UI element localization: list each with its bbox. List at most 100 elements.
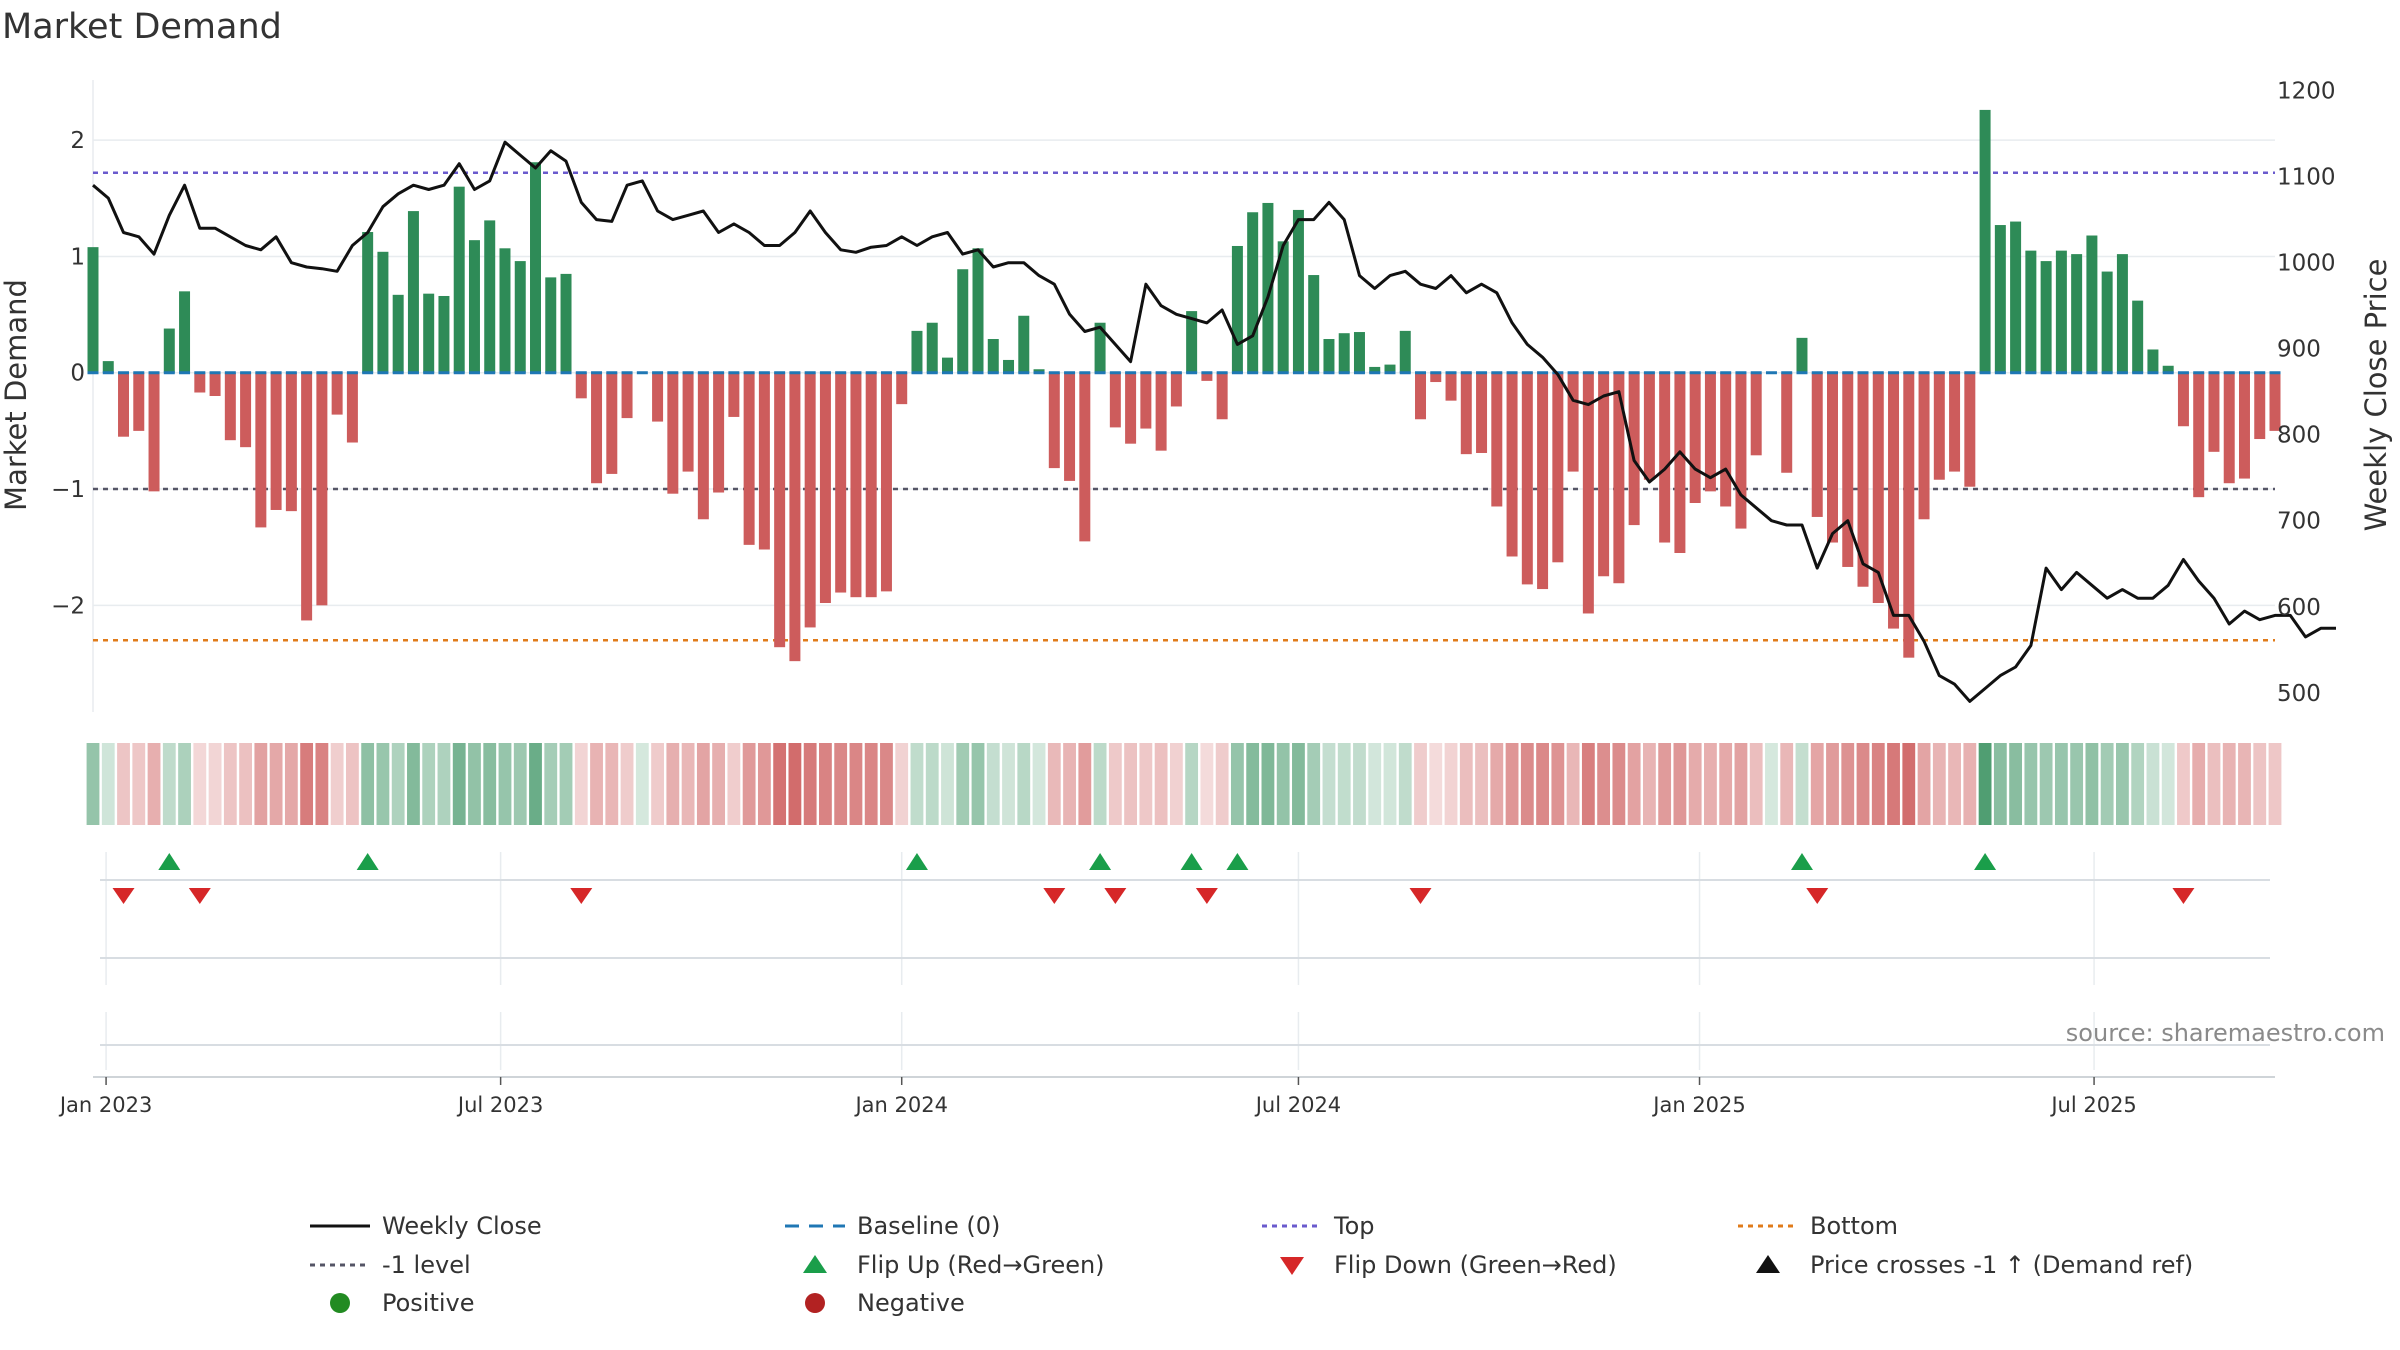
heat-strip-cell bbox=[925, 743, 939, 825]
x-tick-label: Jul 2025 bbox=[2049, 1093, 2136, 1117]
y2-tick-label: 1100 bbox=[2277, 165, 2336, 191]
demand-bar-negative bbox=[1109, 372, 1121, 428]
demand-bar-positive bbox=[2147, 349, 2159, 373]
demand-bar-negative bbox=[682, 372, 694, 472]
demand-bar-negative bbox=[1720, 372, 1732, 507]
demand-bar-negative bbox=[1521, 372, 1533, 585]
heat-strip-cell bbox=[1200, 743, 1214, 825]
demand-bar-negative bbox=[575, 372, 587, 399]
demand-bar-negative bbox=[1811, 372, 1823, 517]
heat-strip-cell bbox=[819, 743, 832, 825]
demand-bar-negative bbox=[591, 372, 603, 484]
demand-bar-positive bbox=[514, 261, 526, 373]
legend-label: Price crosses -1 ↑ (Demand ref) bbox=[1810, 1251, 2193, 1279]
heat-strip-cell bbox=[864, 743, 878, 825]
heat-strip-cell bbox=[1704, 743, 1717, 825]
demand-bar-positive bbox=[2040, 261, 2052, 373]
y-tick-label: 1 bbox=[70, 244, 85, 270]
demand-bar-negative bbox=[1903, 372, 1915, 658]
flip-up-marker bbox=[1974, 853, 1997, 870]
heat-strip-cell bbox=[1642, 743, 1656, 825]
demand-bar-positive bbox=[179, 291, 191, 373]
heat-strip-cell bbox=[2146, 743, 2160, 825]
demand-bar-positive bbox=[1994, 225, 2006, 373]
heat-strip-cell bbox=[269, 743, 283, 825]
legend-swatch bbox=[803, 1255, 827, 1273]
flip-down-marker bbox=[188, 888, 211, 904]
demand-bar-negative bbox=[1643, 372, 1655, 480]
heat-strip-cell bbox=[330, 743, 344, 825]
x-tick-label: Jan 2025 bbox=[1651, 1093, 1746, 1117]
heat-strip-cell bbox=[1261, 743, 1275, 825]
legend-swatch bbox=[1756, 1255, 1780, 1273]
heat-strip-cell bbox=[1627, 743, 1641, 825]
flip-down-marker bbox=[1806, 888, 1829, 904]
flip-up-marker bbox=[1790, 853, 1813, 870]
legend: Weekly Close Baseline (0) Top Bottom -1 leve… bbox=[310, 1212, 2193, 1317]
heat-strip-cell bbox=[651, 743, 664, 825]
demand-bar-negative bbox=[774, 372, 786, 648]
y-tick-label: −2 bbox=[51, 593, 85, 619]
heat-strip-cell bbox=[422, 743, 436, 825]
demand-bar-negative bbox=[1201, 372, 1213, 381]
demand-bar-negative bbox=[804, 372, 816, 628]
demand-bar-negative bbox=[1064, 372, 1076, 481]
demand-bar-negative bbox=[1827, 372, 1838, 543]
flip-down-marker bbox=[1195, 888, 1218, 904]
demand-bar-negative bbox=[1582, 372, 1594, 614]
demand-bar-positive bbox=[987, 339, 999, 373]
demand-bar-negative bbox=[2238, 372, 2250, 479]
demand-bar-negative bbox=[118, 372, 130, 437]
demand-bar-positive bbox=[941, 357, 953, 373]
heat-strip-cell bbox=[254, 743, 268, 825]
demand-bar-negative bbox=[1674, 372, 1686, 553]
heat-strip-cell bbox=[391, 743, 405, 825]
heat-strip-cell bbox=[2177, 743, 2190, 825]
demand-bar-positive bbox=[87, 247, 99, 373]
demand-bar-positive bbox=[1399, 330, 1411, 373]
heat-strip-cell bbox=[2039, 743, 2053, 825]
demand-bar-negative bbox=[1491, 372, 1503, 507]
heat-strip-cell bbox=[880, 743, 893, 825]
heat-strip-cell bbox=[437, 743, 451, 825]
demand-bar-negative bbox=[1857, 372, 1869, 587]
legend-swatch bbox=[805, 1293, 825, 1313]
heat-strip-cell bbox=[1429, 743, 1443, 825]
heat-strip-cell bbox=[300, 743, 314, 825]
heat-strip-cell bbox=[834, 743, 848, 825]
heat-strip-cell bbox=[1169, 743, 1183, 825]
demand-bar-positive bbox=[1353, 332, 1365, 373]
demand-bar-positive bbox=[1003, 359, 1015, 373]
legend-label: Negative bbox=[857, 1289, 965, 1317]
legend-label: Bottom bbox=[1810, 1212, 1898, 1240]
demand-bar-positive bbox=[2025, 250, 2037, 373]
heat-strip-cell bbox=[1322, 743, 1336, 825]
demand-bar-negative bbox=[1430, 372, 1442, 383]
y2-tick-label: 600 bbox=[2277, 595, 2321, 621]
demand-bar-negative bbox=[1567, 372, 1579, 472]
heat-strip-cell bbox=[1932, 743, 1946, 825]
demand-bar-negative bbox=[1735, 372, 1747, 529]
heat-strip-cell bbox=[971, 743, 985, 825]
heat-strip-cell bbox=[1902, 743, 1916, 825]
demand-bar-negative bbox=[1628, 372, 1640, 526]
demand-bar-positive bbox=[911, 330, 923, 373]
heat-strip-cell bbox=[2238, 743, 2251, 825]
heat-strip-cell bbox=[2192, 743, 2206, 825]
heat-strip-cell bbox=[2054, 743, 2068, 825]
heat-strip-cell bbox=[2024, 743, 2038, 825]
heat-strip-cell bbox=[635, 743, 649, 825]
demand-bar-positive bbox=[163, 328, 175, 373]
demand-bar-negative bbox=[148, 372, 160, 492]
demand-bar-negative bbox=[697, 372, 709, 520]
demand-bars bbox=[87, 109, 2281, 662]
heat-strip-cell bbox=[1475, 743, 1488, 825]
heat-strip-cell bbox=[1948, 743, 1961, 825]
demand-bar-negative bbox=[209, 372, 221, 396]
demand-bar-negative bbox=[331, 372, 343, 415]
demand-bar-negative bbox=[1964, 372, 1976, 487]
demand-bar-positive bbox=[545, 277, 557, 373]
demand-bar-positive bbox=[1033, 369, 1045, 373]
heat-strip-cell bbox=[1444, 743, 1458, 825]
heat-strip-cell bbox=[1032, 743, 1046, 825]
